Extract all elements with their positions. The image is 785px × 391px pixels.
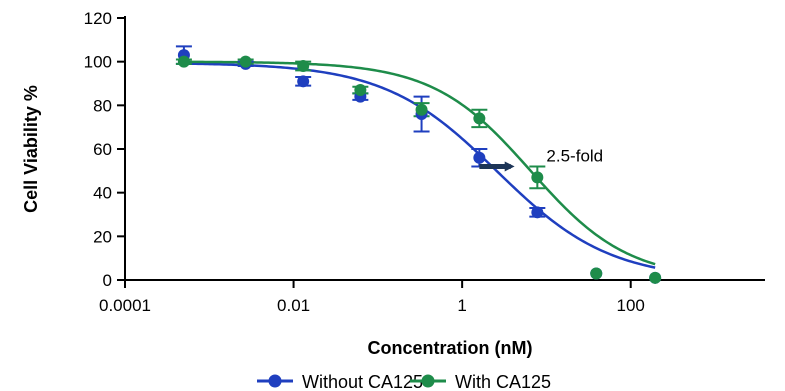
y-axis-title: Cell Viability %	[21, 85, 41, 213]
data-point	[354, 84, 367, 97]
fit-curve-line	[183, 62, 656, 269]
error-bars	[175, 45, 546, 218]
annotations: 2.5-fold	[479, 147, 603, 172]
data-points	[177, 49, 662, 284]
x-tick-label: 0.01	[277, 296, 310, 315]
legend-label: With CA125	[455, 372, 551, 391]
data-point	[473, 112, 486, 125]
y-tick-label: 80	[93, 96, 112, 115]
x-tick-label: 0.0001	[99, 296, 151, 315]
data-point	[590, 267, 603, 280]
legend-marker	[421, 374, 435, 388]
legend-label: Without CA125	[302, 372, 423, 391]
y-tick-label: 60	[93, 140, 112, 159]
data-point	[297, 60, 310, 73]
y-tick-label: 120	[84, 9, 112, 28]
y-tick-label: 20	[93, 227, 112, 246]
fit-curve-line	[183, 60, 656, 266]
axes: 0 20 40 60 80 100 120 0.0001 0.01 1 100 Concentrati…	[21, 9, 765, 358]
data-point	[531, 206, 544, 219]
data-point	[649, 271, 662, 284]
x-tick-label: 1	[457, 296, 466, 315]
data-point	[415, 103, 428, 116]
data-point	[297, 75, 310, 88]
x-axis-title: Concentration (nM)	[368, 338, 533, 358]
y-tick-label: 0	[103, 271, 112, 290]
legend-marker	[268, 374, 282, 388]
data-point	[473, 151, 486, 164]
x-tick-label: 100	[617, 296, 645, 315]
y-tick-label: 40	[93, 184, 112, 203]
y-tick-label: 100	[84, 53, 112, 72]
data-point	[531, 171, 544, 184]
data-point	[177, 55, 190, 68]
fold-change-label: 2.5-fold	[546, 147, 603, 166]
legend: Without CA125 With CA125	[257, 372, 551, 391]
data-point	[239, 55, 252, 68]
